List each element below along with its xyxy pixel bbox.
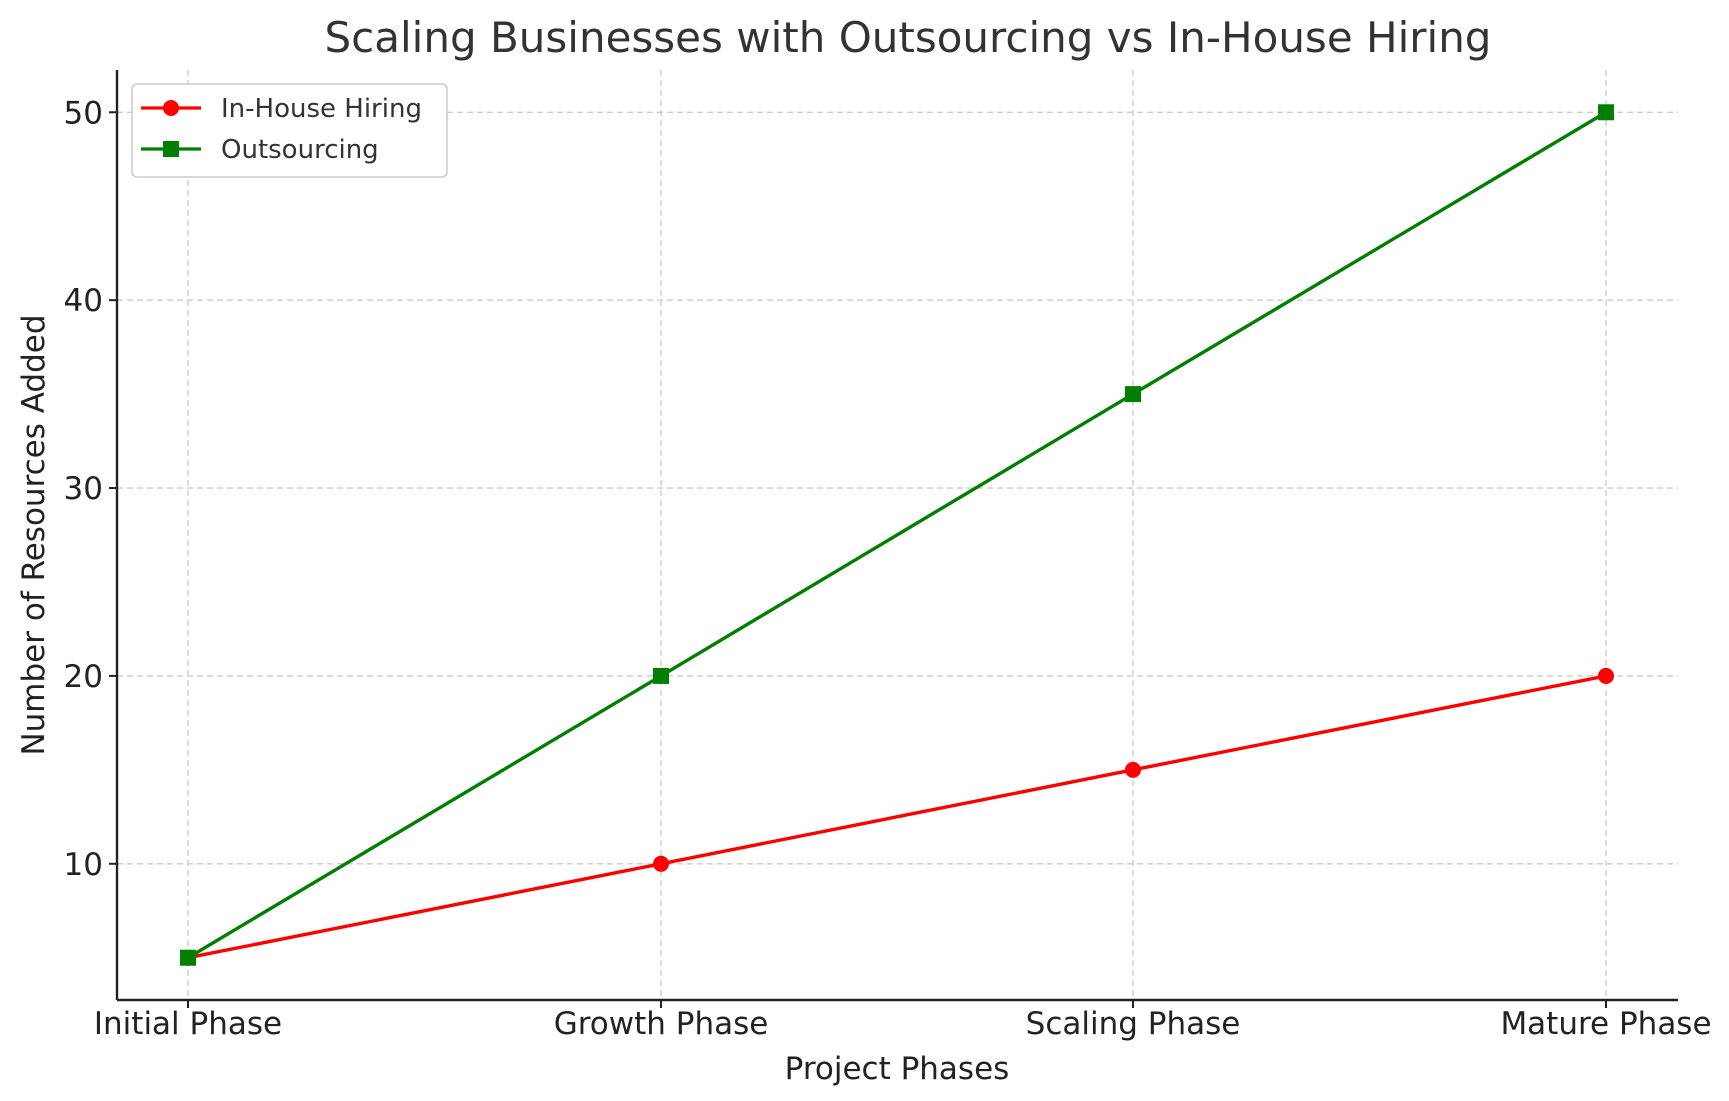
grid — [117, 70, 1678, 1000]
legend-marker-outsourcing — [163, 141, 179, 157]
data-point-in-house-hiring-mature-phase — [1598, 667, 1614, 684]
legend-box — [131, 83, 448, 178]
y-tick-label-30: 30 — [64, 471, 103, 507]
data-point-outsourcing-scaling-phase — [1125, 386, 1141, 403]
data-point-outsourcing-mature-phase — [1598, 104, 1614, 121]
y-tick-label-50: 50 — [64, 95, 103, 131]
legend-marker-in-house-hiring — [163, 100, 179, 116]
data-point-outsourcing-initial-phase — [180, 949, 196, 966]
x-ticks: Initial Phase Growth Phase Scaling Phase Ma… — [94, 1000, 1712, 1042]
legend-label-in-house-hiring: In-House Hiring — [221, 94, 422, 124]
data-point-in-house-hiring-scaling-phase — [1125, 761, 1141, 778]
x-tick-label-growth-phase: Growth Phase — [554, 1006, 769, 1042]
series-group — [180, 104, 1614, 966]
y-ticks: 10 20 30 40 50 — [64, 95, 117, 883]
data-point-outsourcing-growth-phase — [653, 667, 669, 684]
y-tick-label-40: 40 — [64, 283, 103, 319]
series-line-in-house-hiring — [186, 674, 1608, 960]
y-tick-label-10: 10 — [64, 847, 103, 883]
x-tick-label-initial-phase: Initial Phase — [94, 1006, 282, 1042]
series-line-outsourcing — [186, 110, 1608, 960]
chart-title: Scaling Businesses with Outsourcing vs I… — [325, 13, 1492, 62]
data-point-in-house-hiring-growth-phase — [653, 855, 669, 872]
axes — [115, 70, 1678, 1002]
y-axis-label: Number of Resources Added — [16, 314, 52, 755]
x-axis-label: Project Phases — [785, 1051, 1010, 1087]
y-tick-label-20: 20 — [64, 659, 103, 695]
x-tick-label-scaling-phase: Scaling Phase — [1026, 1006, 1241, 1042]
legend: In-House Hiring Outsourcing — [131, 83, 448, 178]
legend-label-outsourcing: Outsourcing — [221, 135, 379, 165]
x-tick-label-mature-phase: Mature Phase — [1500, 1006, 1711, 1042]
